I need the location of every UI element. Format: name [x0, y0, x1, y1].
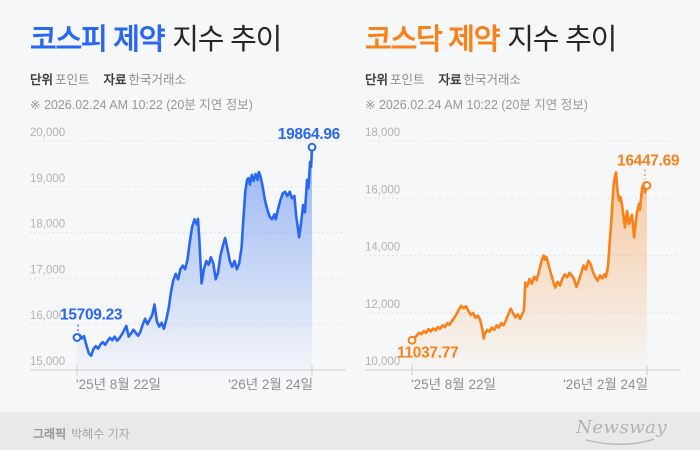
- series-area: [412, 172, 647, 370]
- unit-label: 단위: [365, 73, 389, 87]
- kospi-section: 코스피 제약 지수 추이 단위 포인트 자료 한국거래소 ※ 2026.02.24 AM…: [30, 16, 355, 113]
- y-tick-label: 18,000: [30, 219, 65, 231]
- newsway-logo-text: Newsway: [576, 417, 667, 438]
- start-marker: [72, 333, 82, 342]
- series-line: [75, 145, 314, 358]
- unit-value: 포인트: [55, 73, 90, 87]
- series-area: [77, 147, 312, 370]
- x-tick-label-start: '25년 8월 22일: [76, 377, 161, 392]
- kospi-title-highlight: 코스피 제약: [30, 24, 165, 56]
- y-tick-label: 17,000: [30, 264, 65, 276]
- y-tick-label: 14,000: [365, 242, 400, 254]
- y-tick-label: 10,000: [365, 356, 400, 368]
- footer-bar: 그래픽 박혜수 기자 Newsway: [0, 412, 700, 450]
- y-tick-label: 16,000: [30, 310, 65, 322]
- newsway-logo-swoosh-icon: [585, 438, 655, 445]
- kosdaq-line-chart: 10,000 12,000 14,000 16,000 18,000 '25년 8월 22…: [365, 127, 681, 392]
- unit-value: 포인트: [390, 73, 425, 87]
- newsway-logo: Newsway: [576, 419, 667, 445]
- kospi-title: 코스피 제약 지수 추이: [30, 16, 355, 58]
- y-tick-label: 15,000: [30, 356, 65, 368]
- credit-name: 박혜수 기자: [71, 427, 130, 441]
- end-value-label: 16447.69: [617, 152, 680, 169]
- kosdaq-title-highlight: 코스닥 제약: [365, 24, 500, 56]
- end-marker: [307, 142, 317, 152]
- x-tick-label-start: '25년 8월 22일: [411, 377, 496, 392]
- graphic-credit: 그래픽 박혜수 기자: [33, 425, 130, 442]
- series-line: [410, 171, 649, 342]
- kosdaq-meta: 단위 포인트 자료 한국거래소: [365, 69, 690, 88]
- end-marker: [642, 181, 652, 190]
- y-tick-label: 16,000: [365, 184, 400, 196]
- start-value-label: 15709.23: [60, 307, 123, 324]
- y-tick-label: 12,000: [365, 299, 400, 311]
- source-value: 한국거래소: [128, 73, 187, 87]
- kosdaq-title-rest: 지수 추이: [507, 24, 617, 56]
- kosdaq-timestamp: ※ 2026.02.24 AM 10:22 (20분 지연 정보): [365, 98, 588, 112]
- start-value-label: 11037.77: [397, 344, 458, 361]
- source-label: 자료: [438, 73, 462, 87]
- start-marker: [407, 335, 417, 345]
- source-value: 한국거래소: [463, 73, 522, 87]
- x-tick-label-end: '26년 2월 24일: [228, 377, 313, 392]
- kosdaq-section: 코스닥 제약 지수 추이 단위 포인트 자료 한국거래소 ※ 2026.02.24 AM…: [365, 16, 690, 113]
- kospi-title-rest: 지수 추이: [172, 24, 282, 56]
- source-label: 자료: [103, 73, 127, 87]
- y-tick-label: 19,000: [30, 173, 65, 185]
- kosdaq-title: 코스닥 제약 지수 추이: [365, 16, 690, 58]
- kospi-meta: 단위 포인트 자료 한국거래소: [30, 69, 355, 88]
- end-value-label: 19864.96: [278, 126, 341, 143]
- credit-label: 그래픽: [33, 427, 67, 441]
- kospi-timestamp: ※ 2026.02.24 AM 10:22 (20분 지연 정보): [30, 98, 253, 112]
- x-tick-label-end: '26년 2월 24일: [563, 377, 648, 392]
- unit-label: 단위: [30, 73, 54, 87]
- y-tick-label: 18,000: [365, 127, 400, 139]
- kospi-line-chart: 15,000 16,000 17,000 18,000 19,000 20,000 '25년…: [30, 126, 346, 392]
- y-tick-label: 20,000: [30, 127, 65, 139]
